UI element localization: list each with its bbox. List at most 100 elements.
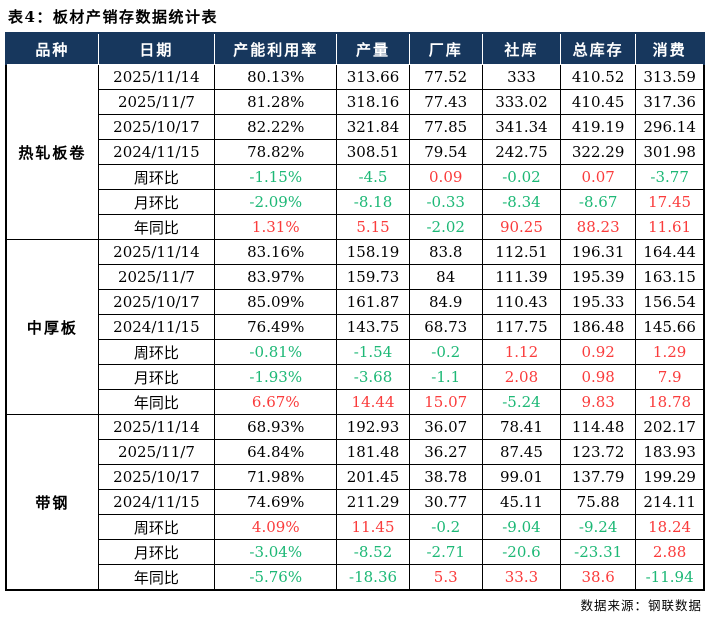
value-cell: 156.54 [635,289,705,315]
value-cell: 419.19 [560,114,637,140]
variety-cell: 带钢 [5,414,99,591]
value-cell: 0.92 [560,339,637,365]
value-cell: 195.39 [560,264,637,290]
column-header-8: 消费 [635,32,706,65]
value-cell: 64.84% [214,439,338,465]
value-cell: 83.8 [408,239,483,265]
table-row: 月环比 -3.04% -8.52 -2.71 -20.6 -23.31 2.88 [6,539,705,565]
value-cell: 163.15 [635,264,705,290]
value-cell: 123.72 [560,439,637,465]
plate-statistics-table: 品种 日期 产能利用率 产量 厂库 社库 总库存 消费 热轧板卷 2025/11/14 80.13… [4,32,706,591]
value-cell: -2.09% [214,189,338,215]
row-label: 月环比 [97,189,216,215]
value-cell: -2.02 [408,214,483,240]
table-row: 2025/11/7 81.28% 318.16 77.43 333.02 410.45 31… [6,89,705,115]
value-cell: 201.45 [336,464,410,490]
value-cell: 145.66 [635,314,705,340]
table-row: 周环比 -0.81% -1.54 -0.2 1.12 0.92 1.29 [6,339,705,365]
value-cell: -0.33 [408,189,483,215]
row-label: 月环比 [97,539,216,565]
table-row: 2024/11/15 78.82% 308.51 79.54 242.75 322.29 3… [6,139,705,165]
value-cell: 0.07 [560,164,637,190]
value-cell: -8.34 [481,189,562,215]
value-cell: -3.68 [336,364,410,390]
value-cell: -0.2 [408,514,483,540]
table-row: 年同比 -5.76% -18.36 5.3 33.3 38.6 -11.94 [6,564,705,591]
value-cell: 111.39 [481,264,562,290]
value-cell: 1.29 [635,339,705,365]
value-cell: -1.93% [214,364,338,390]
table-row: 2025/10/17 82.22% 321.84 77.85 341.34 419.19 2… [6,114,705,140]
row-label: 2025/11/7 [97,89,216,115]
value-cell: 2.08 [481,364,562,390]
value-cell: 158.19 [336,239,410,265]
value-cell: 88.23 [560,214,637,240]
value-cell: 211.29 [336,489,410,515]
value-cell: 4.09% [214,514,338,540]
row-label: 2024/11/15 [97,314,216,340]
value-cell: 45.11 [481,489,562,515]
row-label: 周环比 [97,164,216,190]
value-cell: 11.45 [336,514,410,540]
value-cell: 333 [481,64,562,90]
table-row: 周环比 -1.15% -4.5 0.09 -0.02 0.07 -3.77 [6,164,705,190]
value-cell: 317.36 [635,89,705,115]
value-cell: 164.44 [635,239,705,265]
row-label: 2025/10/17 [97,114,216,140]
value-cell: 322.29 [560,139,637,165]
value-cell: 242.75 [481,139,562,165]
table-row: 2025/10/17 85.09% 161.87 84.9 110.43 195.33 15… [6,289,705,315]
value-cell: 85.09% [214,289,338,315]
value-cell: 30.77 [408,489,483,515]
value-cell: 79.54 [408,139,483,165]
value-cell: 5.15 [336,214,410,240]
value-cell: 68.73 [408,314,483,340]
row-label: 周环比 [97,514,216,540]
value-cell: -18.36 [336,564,410,591]
table-row: 带钢 2025/11/14 68.93% 192.93 36.07 78.41 114.48… [5,414,705,591]
value-cell: 0.09 [408,164,483,190]
row-label: 年同比 [97,214,216,240]
value-cell: 18.78 [635,389,705,415]
row-label: 年同比 [97,564,216,591]
value-cell: -9.24 [560,514,637,540]
value-cell: 117.75 [481,314,562,340]
value-cell: 1.12 [481,339,562,365]
row-label: 2025/11/7 [97,439,216,465]
row-label: 2025/10/17 [97,289,216,315]
column-header-7: 总库存 [560,32,637,65]
value-cell: 38.78 [408,464,483,490]
value-cell: 90.25 [481,214,562,240]
value-cell: 199.29 [635,464,705,490]
value-cell: 110.43 [481,289,562,315]
value-cell: 143.75 [336,314,410,340]
column-header-6: 社库 [481,32,562,65]
value-cell: 308.51 [336,139,410,165]
value-cell: 14.44 [336,389,410,415]
value-cell: 18.24 [635,514,705,540]
row-label: 2024/11/15 [97,139,216,165]
value-cell: 77.43 [408,89,483,115]
value-cell: 333.02 [481,89,562,115]
table-row: 2024/11/15 76.49% 143.75 68.73 117.75 186.48 1… [6,314,705,340]
value-cell: -5.24 [481,389,562,415]
value-cell: 36.27 [408,439,483,465]
column-header-1: 品种 [4,32,99,65]
value-cell: -0.81% [214,339,338,365]
value-cell: -5.76% [214,564,338,591]
table-header-row: 品种 日期 产能利用率 产量 厂库 社库 总库存 消费 [4,32,706,65]
value-cell: -3.77 [635,164,705,190]
row-label: 2025/11/14 [97,414,216,440]
value-cell: 15.07 [408,389,483,415]
value-cell: 33.3 [481,564,562,591]
value-cell: -4.5 [336,164,410,190]
value-cell: 196.31 [560,239,637,265]
value-cell: -23.31 [560,539,637,565]
value-cell: 11.61 [635,214,705,240]
value-cell: 159.73 [336,264,410,290]
value-cell: 137.79 [560,464,637,490]
value-cell: 78.41 [481,414,562,440]
value-cell: 410.45 [560,89,637,115]
value-cell: 81.28% [214,89,338,115]
column-header-5: 厂库 [408,32,483,65]
